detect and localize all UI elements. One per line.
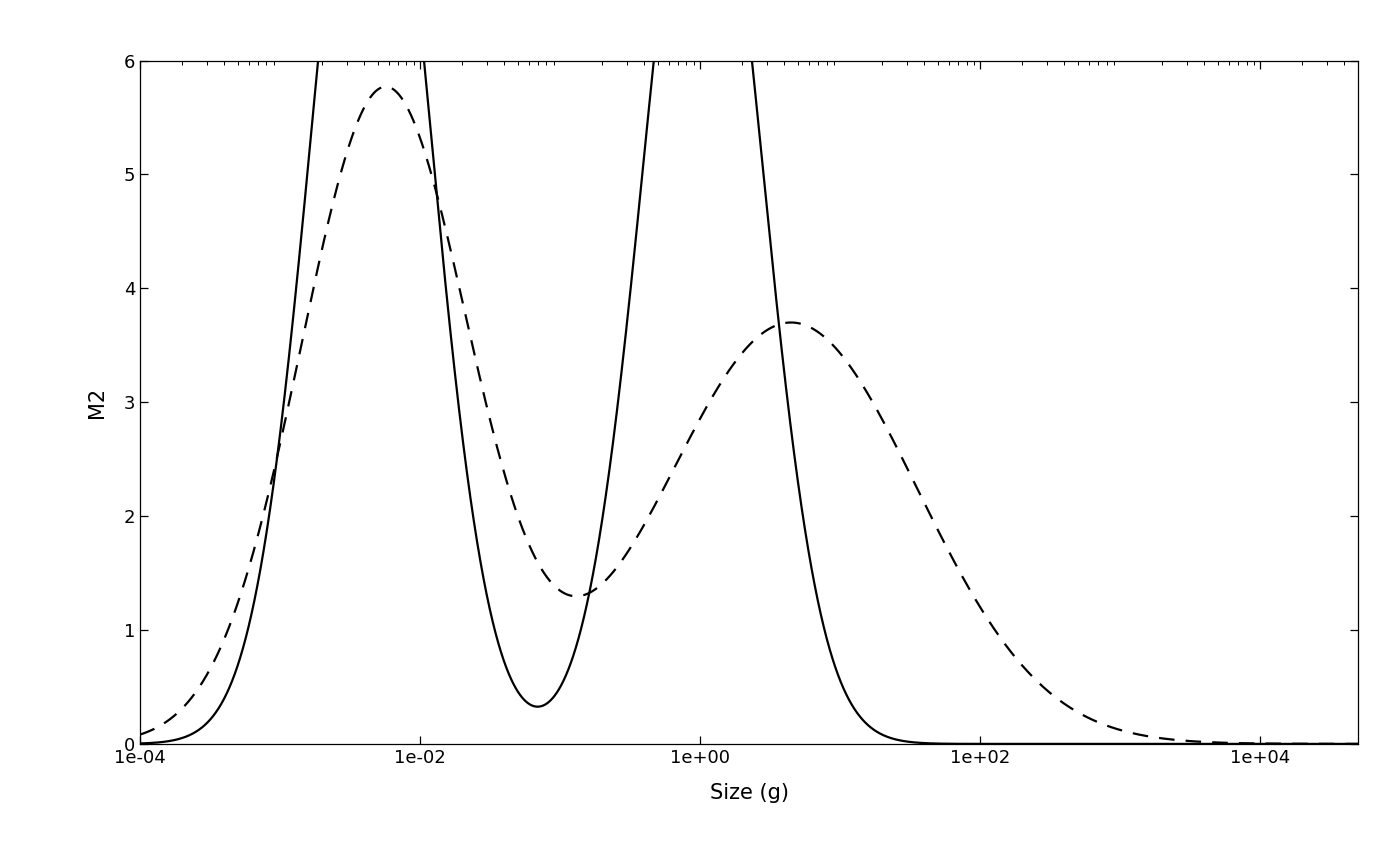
X-axis label: Size (g): Size (g): [710, 784, 788, 804]
Y-axis label: M2: M2: [87, 387, 106, 418]
